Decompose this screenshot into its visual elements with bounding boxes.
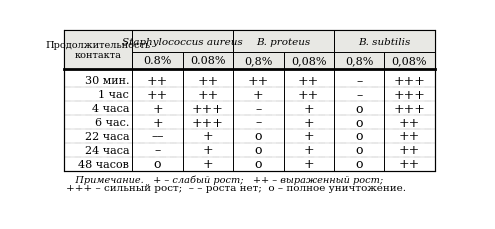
Text: +: +: [202, 130, 213, 143]
Text: Примечание.   + – слабый рост;   ++ – выраженный рост;: Примечание. + – слабый рост; ++ – выраже…: [66, 174, 383, 184]
Text: +: +: [202, 144, 213, 157]
Text: o: o: [254, 130, 262, 143]
Text: +: +: [152, 102, 163, 115]
Text: 22 часа: 22 часа: [85, 131, 129, 141]
Text: +++: +++: [394, 75, 425, 88]
Text: ++: ++: [147, 75, 168, 88]
Text: 24 часа: 24 часа: [85, 145, 129, 155]
Text: +: +: [303, 158, 314, 170]
Text: ++: ++: [399, 158, 420, 170]
Text: +++: +++: [192, 102, 224, 115]
Text: 0,08%: 0,08%: [392, 56, 427, 66]
Text: –: –: [154, 144, 161, 157]
Bar: [64, 31, 435, 171]
Text: +: +: [303, 102, 314, 115]
Text: 0,8%: 0,8%: [345, 56, 373, 66]
Text: Продолжительность
контакта: Продолжительность контакта: [46, 41, 151, 60]
Text: ++: ++: [198, 88, 219, 101]
Text: 4 часа: 4 часа: [92, 104, 129, 114]
Text: B. proteus: B. proteus: [256, 38, 311, 46]
Text: –: –: [356, 75, 362, 88]
Text: ++: ++: [248, 75, 269, 88]
Text: +: +: [202, 158, 213, 170]
Text: B. subtilis: B. subtilis: [358, 38, 410, 46]
Text: o: o: [355, 130, 363, 143]
Text: +++: +++: [394, 88, 425, 101]
Text: 0.8%: 0.8%: [144, 56, 172, 66]
Text: +++: +++: [394, 102, 425, 115]
Text: –: –: [255, 102, 261, 115]
Text: ++: ++: [298, 75, 319, 88]
Text: +: +: [303, 116, 314, 129]
Text: 30 мин.: 30 мин.: [85, 76, 129, 86]
Text: +++ – сильный рост;  – – роста нет;  o – полное уничтожение.: +++ – сильный рост; – – роста нет; o – п…: [66, 183, 406, 192]
Text: 0.08%: 0.08%: [190, 56, 226, 66]
Text: o: o: [254, 158, 262, 170]
Text: Staphylococcus aureus: Staphylococcus aureus: [122, 38, 243, 46]
Text: o: o: [154, 158, 161, 170]
Text: ++: ++: [198, 75, 219, 88]
Text: +: +: [303, 144, 314, 157]
Text: ––: ––: [151, 130, 164, 143]
Text: ++: ++: [399, 116, 420, 129]
Text: ++: ++: [298, 88, 319, 101]
Text: 1 час: 1 час: [99, 90, 129, 100]
Text: +: +: [152, 116, 163, 129]
Text: 48 часов: 48 часов: [78, 159, 129, 169]
Text: ++: ++: [399, 130, 420, 143]
Text: 6 час.: 6 час.: [95, 117, 129, 128]
Text: –: –: [356, 88, 362, 101]
Text: –: –: [255, 116, 261, 129]
Text: o: o: [355, 116, 363, 129]
Bar: [64, 31, 435, 70]
Text: +: +: [253, 88, 264, 101]
Text: 0,8%: 0,8%: [244, 56, 273, 66]
Text: +: +: [303, 130, 314, 143]
Text: +++: +++: [192, 116, 224, 129]
Text: o: o: [355, 102, 363, 115]
Text: o: o: [355, 144, 363, 157]
Text: ++: ++: [399, 144, 420, 157]
Text: ++: ++: [147, 88, 168, 101]
Text: 0,08%: 0,08%: [291, 56, 327, 66]
Text: o: o: [254, 144, 262, 157]
Text: o: o: [355, 158, 363, 170]
